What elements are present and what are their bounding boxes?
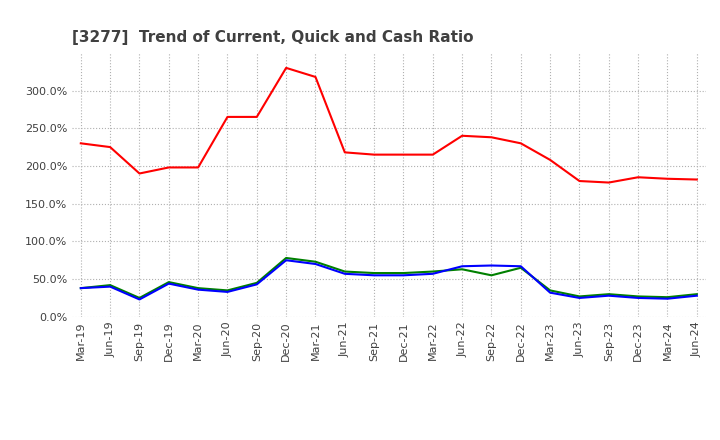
Current Ratio — [253, 114, 261, 120]
Cash Ratio — [546, 290, 554, 295]
Quick Ratio — [370, 271, 379, 276]
Current Ratio — [516, 141, 525, 146]
Quick Ratio — [546, 288, 554, 293]
Current Ratio — [370, 152, 379, 157]
Cash Ratio — [164, 281, 173, 286]
Current Ratio — [194, 165, 202, 170]
Current Ratio — [399, 152, 408, 157]
Cash Ratio — [223, 289, 232, 294]
Cash Ratio — [341, 271, 349, 276]
Line: Current Ratio: Current Ratio — [81, 68, 697, 183]
Cash Ratio — [282, 257, 290, 263]
Current Ratio — [223, 114, 232, 120]
Cash Ratio — [399, 273, 408, 278]
Current Ratio — [311, 74, 320, 80]
Current Ratio — [487, 135, 496, 140]
Cash Ratio — [458, 264, 467, 269]
Quick Ratio — [693, 292, 701, 297]
Current Ratio — [546, 157, 554, 162]
Quick Ratio — [135, 295, 144, 301]
Quick Ratio — [516, 265, 525, 271]
Quick Ratio — [76, 286, 85, 291]
Cash Ratio — [693, 293, 701, 298]
Line: Quick Ratio: Quick Ratio — [81, 258, 697, 298]
Quick Ratio — [605, 292, 613, 297]
Quick Ratio — [194, 286, 202, 291]
Current Ratio — [135, 171, 144, 176]
Current Ratio — [663, 176, 672, 181]
Quick Ratio — [311, 259, 320, 264]
Current Ratio — [458, 133, 467, 139]
Current Ratio — [341, 150, 349, 155]
Current Ratio — [76, 141, 85, 146]
Quick Ratio — [575, 294, 584, 299]
Cash Ratio — [106, 284, 114, 289]
Cash Ratio — [487, 263, 496, 268]
Quick Ratio — [399, 271, 408, 276]
Text: [3277]  Trend of Current, Quick and Cash Ratio: [3277] Trend of Current, Quick and Cash … — [72, 29, 474, 45]
Cash Ratio — [194, 287, 202, 292]
Cash Ratio — [516, 264, 525, 269]
Line: Cash Ratio: Cash Ratio — [81, 260, 697, 300]
Cash Ratio — [135, 297, 144, 302]
Quick Ratio — [428, 269, 437, 274]
Quick Ratio — [458, 267, 467, 272]
Cash Ratio — [253, 282, 261, 287]
Current Ratio — [693, 177, 701, 182]
Cash Ratio — [634, 295, 642, 301]
Quick Ratio — [106, 282, 114, 288]
Cash Ratio — [311, 261, 320, 267]
Quick Ratio — [487, 273, 496, 278]
Current Ratio — [106, 144, 114, 150]
Quick Ratio — [223, 288, 232, 293]
Cash Ratio — [605, 293, 613, 298]
Quick Ratio — [663, 294, 672, 300]
Quick Ratio — [634, 294, 642, 299]
Current Ratio — [282, 65, 290, 70]
Current Ratio — [575, 178, 584, 183]
Quick Ratio — [282, 255, 290, 260]
Current Ratio — [605, 180, 613, 185]
Quick Ratio — [341, 269, 349, 274]
Cash Ratio — [663, 296, 672, 301]
Current Ratio — [164, 165, 173, 170]
Cash Ratio — [428, 271, 437, 276]
Current Ratio — [634, 175, 642, 180]
Quick Ratio — [253, 280, 261, 286]
Quick Ratio — [164, 279, 173, 285]
Current Ratio — [428, 152, 437, 157]
Cash Ratio — [76, 286, 85, 291]
Cash Ratio — [370, 273, 379, 278]
Cash Ratio — [575, 295, 584, 301]
